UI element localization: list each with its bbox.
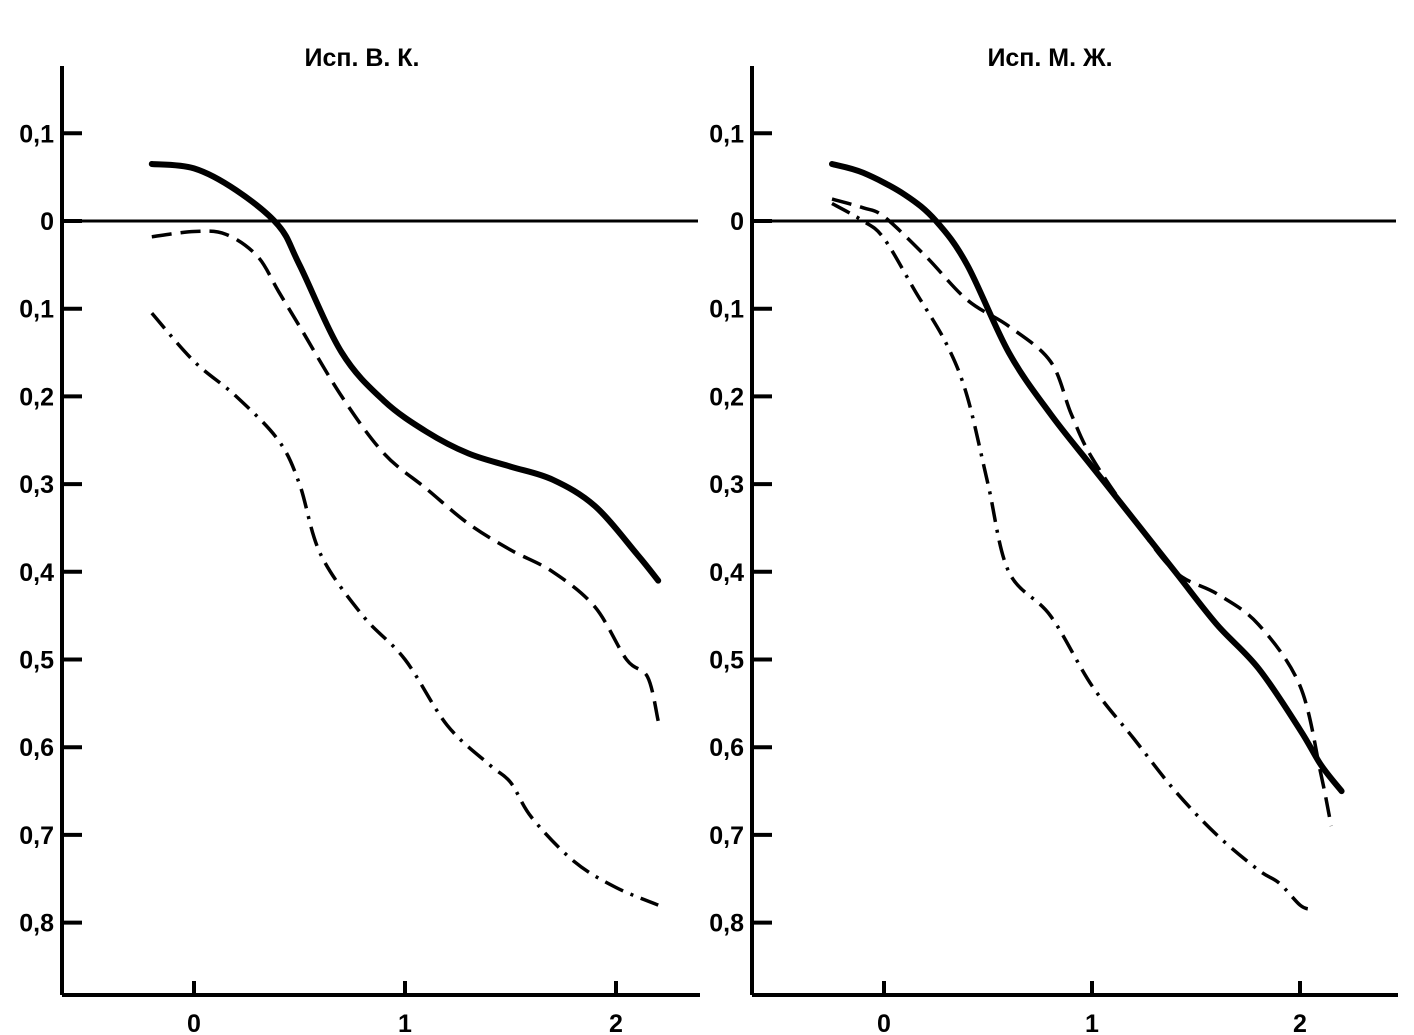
series-line-solid [829, 161, 1345, 795]
y-tick-label: 0,4 [709, 559, 744, 587]
y-tick-label: 0,5 [19, 647, 54, 675]
series-line-solid [148, 161, 662, 584]
y-tick-label: 0,1 [709, 120, 744, 148]
y-tick-label: 0,8 [19, 910, 54, 938]
y-tick-label: 0,1 [19, 120, 54, 148]
x-tick-label: 2 [1293, 1010, 1307, 1035]
y-tick-label: 0,1 [19, 296, 54, 324]
y-tick-label: 0 [730, 208, 744, 236]
x-tick-label: 1 [1085, 1010, 1099, 1035]
y-tick-label: 0,8 [709, 910, 744, 938]
x-tick-label: 0 [187, 1010, 201, 1035]
y-tick-label: 0,2 [709, 383, 744, 411]
series-line-dashed [831, 197, 1333, 827]
y-tick-label: 0,7 [709, 822, 744, 850]
y-tick-label: 0,5 [709, 647, 744, 675]
y-tick-label: 0,1 [709, 296, 744, 324]
x-tick-label: 2 [609, 1010, 623, 1035]
series-line-dashed [151, 229, 660, 722]
chart-title: Исп. В. К. [304, 44, 419, 72]
x-tick-label: 0 [877, 1010, 891, 1035]
y-tick-label: 0,6 [709, 734, 744, 762]
y-tick-label: 0,3 [709, 471, 744, 499]
series-line-dash-dot [831, 201, 1312, 912]
chart-title: Исп. М. Ж. [987, 44, 1112, 72]
y-tick-label: 0,3 [19, 471, 54, 499]
x-tick-label: 1 [398, 1010, 412, 1035]
series-line-dash-dot [150, 311, 659, 907]
y-tick-label: 0 [40, 208, 54, 236]
panel-left: Исп. В. К. 0,1 0 0,1 0,2 0,3 0,4 0,5 0,6 0,7 0,8 0 1… [19, 44, 700, 1035]
y-tick-label: 0,7 [19, 822, 54, 850]
y-tick-label: 0,6 [19, 734, 54, 762]
y-tick-label: 0,4 [19, 559, 54, 587]
y-tick-label: 0,2 [19, 383, 54, 411]
panel-right: Исп. М. Ж. 0,1 0 0,1 0,2 0,3 0,4 0,5 0,6 0,7 0,8 0 1… [709, 44, 1398, 1035]
